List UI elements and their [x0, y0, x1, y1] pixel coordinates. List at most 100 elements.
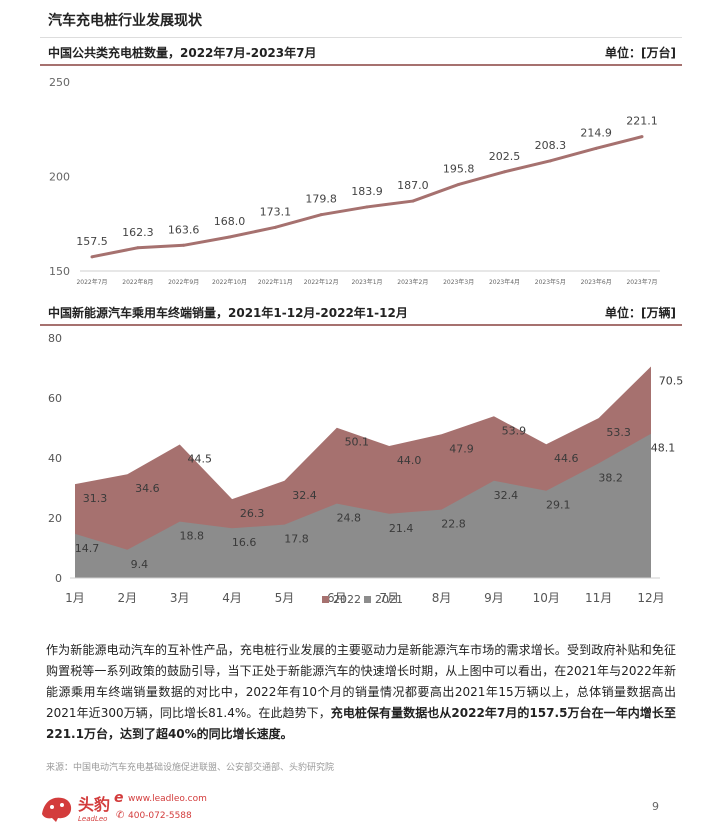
chart1-title: 中国公共类充电桩数量，2022年7月-2023年7月 [48, 46, 317, 60]
leadleo-logo: 头豹 LeadLeo e www.leadleo.com ✆ 400-072-5… [42, 790, 207, 823]
page-number: 9 [652, 800, 659, 813]
chart2-data-label-2022: 53.9 [502, 424, 527, 437]
chart2-legend-label-2022: 2022 [333, 593, 361, 606]
chart2-y-tick-label: 0 [55, 572, 62, 585]
chart1-data-label: 195.8 [443, 162, 475, 175]
chart2-legend-swatch-2021 [364, 596, 371, 603]
chart2-x-tick-label: 6月 [327, 591, 347, 605]
chart2-y-tick-label: 40 [48, 452, 62, 465]
chart1-x-tick-label: 2023年2月 [397, 278, 428, 286]
chart2-x-tick-label: 8月 [432, 591, 452, 605]
chart2-area-2021 [75, 433, 651, 578]
chart2-title: 中国新能源汽车乘用车终端销量，2021年1-12月-2022年1-12月 [48, 306, 408, 320]
chart2-data-label-2021: 22.8 [441, 518, 466, 531]
chart1-data-label: 162.3 [122, 226, 154, 239]
chart1-data-point [365, 205, 369, 209]
chart1-data-label: 163.6 [168, 223, 200, 236]
chart1-header: 中国公共类充电桩数量，2022年7月-2023年7月 单位：[万台] [48, 44, 676, 61]
chart1-data-point [548, 159, 552, 163]
chart1-x-tick-label: 2022年10月 [212, 278, 247, 286]
area-chart-nev-sales: 0 20 40 60 80 1月 2月 3月 4月 5月 6月 7月 8月 9月 10月 11月 12月 31.3… [48, 332, 684, 606]
chart2-data-label-2021: 32.4 [494, 489, 519, 502]
chart2-y-tick-label: 60 [48, 392, 62, 405]
chart1-x-tick-label: 2023年7月 [626, 278, 657, 286]
chart2-header: 中国新能源汽车乘用车终端销量，2021年1-12月-2022年1-12月 单位：… [48, 304, 676, 321]
chart1-data-point [594, 146, 598, 150]
chart2-unit: 单位：[万辆] [605, 306, 676, 320]
chart1-data-label: 202.5 [489, 150, 521, 163]
chart1-x-tick-label: 2023年5月 [535, 278, 566, 286]
chart1-data-point [503, 170, 506, 174]
paragraph-text: 作为新能源电动汽车的互补性产品，充电桩行业发展的主要驱动力是新能源汽车市场的需求… [46, 643, 676, 720]
chart1-x-tick-label: 2022年12月 [304, 278, 339, 286]
body-paragraph: 作为新能源电动汽车的互补性产品，充电桩行业发展的主要驱动力是新能源汽车市场的需求… [46, 640, 676, 745]
paragraph-bold-text: 充电桩保有量数据也从2022年7月的157.5万台在一年内增长至221.1万台，… [46, 706, 676, 741]
chart1-data-label: 168.0 [214, 215, 246, 228]
chart2-x-tick-label: 2月 [118, 591, 138, 605]
chart1-x-tick-label: 2023年3月 [443, 278, 474, 286]
chart2-x-tick-label: 3月 [170, 591, 190, 605]
chart2-data-label-2021: 9.4 [131, 558, 149, 571]
chart2-data-label-2022: 44.0 [397, 454, 422, 467]
chart2-data-label-2022: 47.9 [449, 442, 474, 455]
chart1-data-label: 183.9 [351, 185, 383, 198]
chart1-data-label: 187.0 [397, 179, 429, 192]
phone-number: 400-072-5588 [128, 811, 192, 821]
chart2-x-tick-label: 12月 [637, 591, 664, 605]
chart2-data-label-2022: 44.5 [187, 453, 212, 466]
chart2-x-tick-label: 9月 [484, 591, 504, 605]
chart2-x-tick-label: 10月 [533, 591, 560, 605]
line-chart-charging-piles: 150 200 250 2022年7月 2022年8月 2022年9月 2022年10月 20… [49, 76, 660, 286]
chart2-data-label-2022: 50.1 [345, 436, 370, 449]
chart1-x-tick-label: 2023年6月 [581, 278, 612, 286]
chart2-data-label-2021: 17.8 [284, 533, 309, 546]
chart2-legend-swatch-2022 [322, 596, 329, 603]
chart1-data-label: 157.5 [76, 235, 108, 248]
chart2-data-label-2021: 16.6 [232, 536, 257, 549]
chart2-data-label-2021: 24.8 [337, 512, 362, 525]
chart1-x-tick-label: 2023年1月 [351, 278, 382, 286]
chart2-data-label-2022: 26.3 [240, 507, 265, 520]
chart2-header-rule [40, 324, 682, 326]
chart1-y-tick-label: 250 [49, 76, 70, 89]
chart2-data-label-2022: 70.5 [659, 375, 684, 388]
chart1-data-point [457, 182, 461, 186]
chart1-data-point [182, 243, 186, 247]
chart1-data-point [319, 213, 323, 217]
chart2-data-label-2021: 48.1 [651, 442, 676, 455]
chart1-data-point [411, 199, 415, 203]
chart2-data-label-2022: 44.6 [554, 452, 579, 465]
chart2-data-label-2021: 18.8 [179, 530, 204, 543]
e-mark-icon: e [114, 790, 124, 806]
chart2-data-label-2022: 34.6 [135, 482, 160, 495]
logo-sub: LeadLeo [78, 815, 107, 823]
chart2-legend-label-2021: 2021 [375, 593, 403, 606]
chart1-data-point [90, 255, 94, 259]
chart1-y-tick-label: 200 [49, 171, 70, 184]
leopard-icon [42, 797, 72, 822]
chart2-x-tick-label: 4月 [222, 591, 242, 605]
chart2-data-label-2021: 21.4 [389, 522, 414, 535]
chart2-x-tick-label: 11月 [585, 591, 612, 605]
chart2-data-label-2022: 31.3 [83, 492, 108, 505]
chart2-y-tick-label: 80 [48, 332, 62, 345]
chart1-data-label: 179.8 [305, 193, 337, 206]
chart1-unit: 单位：[万台] [605, 46, 676, 60]
chart1-x-tick-label: 2023年4月 [489, 278, 520, 286]
chart1-data-label: 221.1 [626, 115, 658, 128]
chart1-header-rule [40, 64, 682, 66]
chart2-y-tick-label: 20 [48, 512, 62, 525]
chart2-data-label-2022: 32.4 [292, 489, 317, 502]
chart1-data-point [640, 135, 644, 139]
chart1-data-label: 214.9 [580, 126, 612, 139]
logo-text: 头豹 [78, 795, 110, 814]
chart1-x-tick-label: 2022年11月 [258, 278, 293, 286]
website[interactable]: www.leadleo.com [128, 794, 207, 804]
chart2-data-label-2021: 29.1 [546, 499, 571, 512]
page-title: 汽车充电桩行业发展现状 [48, 13, 202, 29]
chart1-data-point [136, 246, 140, 250]
chart2-x-tick-label: 7月 [379, 591, 399, 605]
chart1-x-tick-label: 2022年9月 [168, 278, 199, 286]
chart2-x-tick-label: 5月 [275, 591, 295, 605]
title-divider [40, 37, 682, 38]
